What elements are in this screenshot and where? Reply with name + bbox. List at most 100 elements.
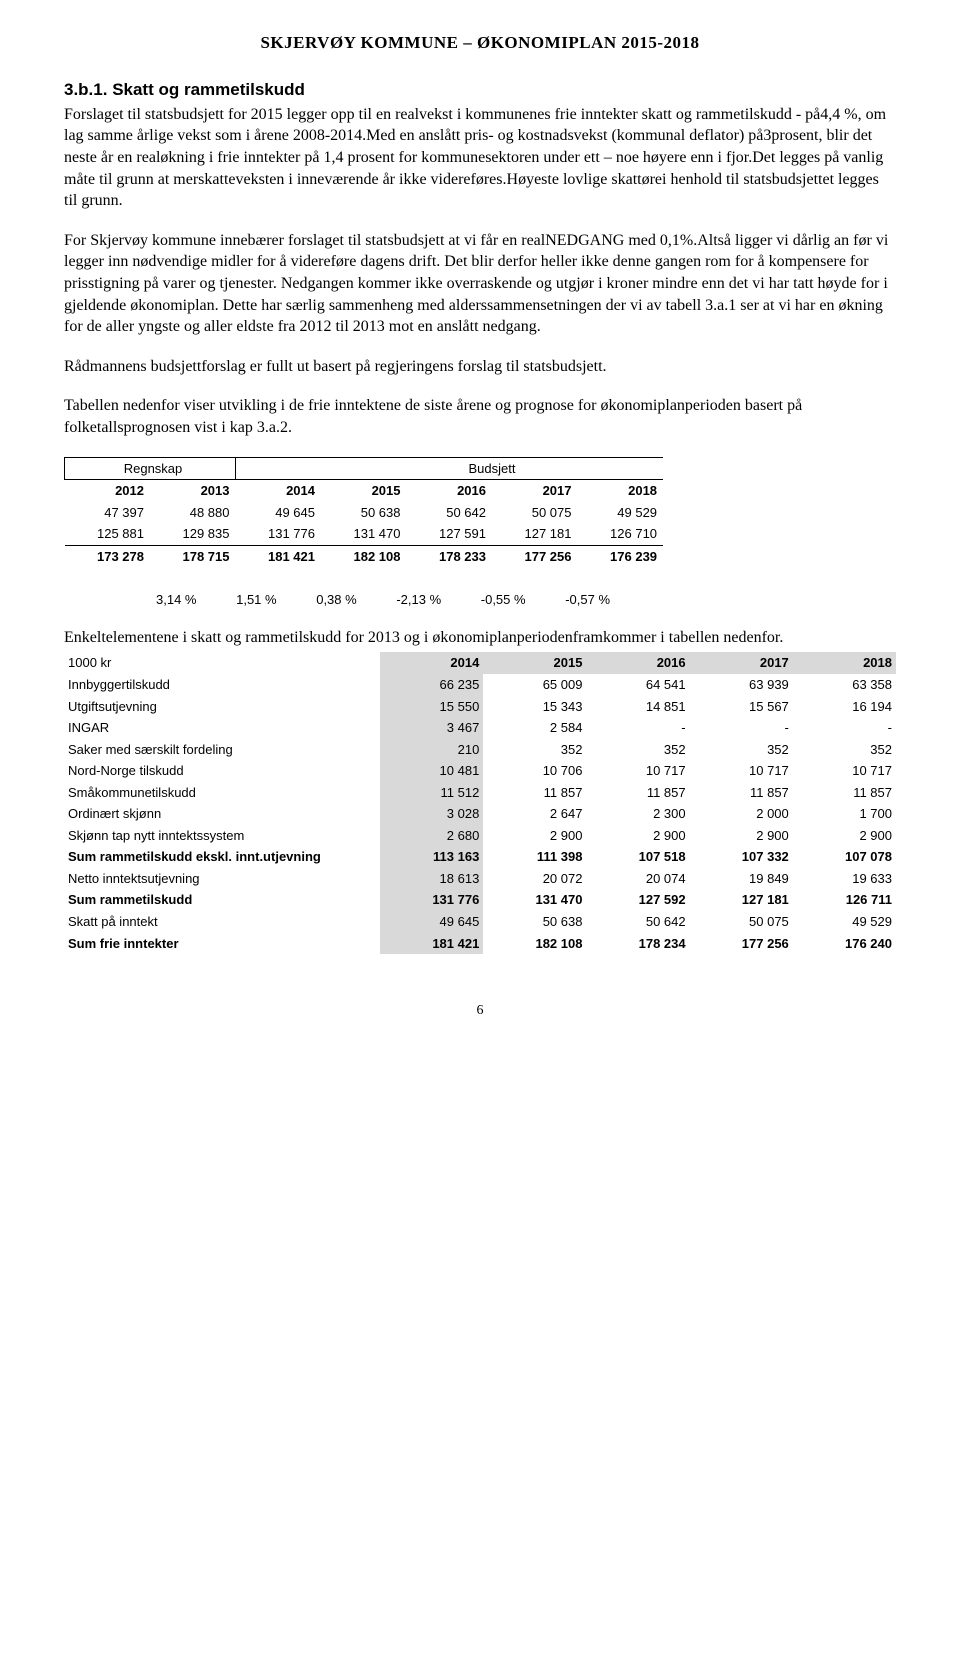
t2-row-label: Sum frie inntekter [64,933,380,955]
table1-pct-row: 3,14 % 1,51 % 0,38 % -2,13 % -0,55 % -0,… [64,573,896,627]
t2-cell: 18 613 [380,868,483,890]
t2-cell: 19 849 [690,868,793,890]
t2-cell: 127 592 [586,889,689,911]
t2-body: Innbyggertilskudd66 23565 00964 54163 93… [64,674,896,954]
t2-cell: 2 900 [586,825,689,847]
t2-cell: 2 000 [690,803,793,825]
t1-year-1: 2013 [150,480,236,502]
t2-row-label: Skjønn tap nytt inntektssystem [64,825,380,847]
t1-r2-c2: 131 776 [236,523,322,545]
t2-cell: 3 028 [380,803,483,825]
t1-r2-c0: 125 881 [65,523,151,545]
t2-row-label: Skatt på inntekt [64,911,380,933]
table-row: Innbyggertilskudd66 23565 00964 54163 93… [64,674,896,696]
t2-cell: 1 700 [793,803,896,825]
t1-year-6: 2018 [578,480,664,502]
t2-year-4: 2018 [793,652,896,674]
t2-cell: 11 857 [483,782,586,804]
table-row: Skjønn tap nytt inntektssystem2 6802 900… [64,825,896,847]
t2-cell: 10 706 [483,760,586,782]
t2-row-label: Saker med særskilt fordeling [64,739,380,761]
t1-r3-c0: 173 278 [65,545,151,567]
t2-cell: 19 633 [793,868,896,890]
rammetilskudd-table: 1000 kr 2014 2015 2016 2017 2018 Innbygg… [64,652,896,954]
t1-r3-c5: 177 256 [492,545,578,567]
t2-cell: 65 009 [483,674,586,696]
t2-cell: 10 481 [380,760,483,782]
t2-cell: 352 [793,739,896,761]
t1-r1-c6: 49 529 [578,502,664,524]
table-row: Utgiftsutjevning15 55015 34314 85115 567… [64,696,896,718]
section-number: 3.b.1. [64,80,112,99]
t1-r1-c2: 49 645 [236,502,322,524]
t2-cell: 2 300 [586,803,689,825]
t2-cell: 107 332 [690,846,793,868]
t2-cell: 178 234 [586,933,689,955]
paragraph-2: For Skjervøy kommune innebærer forslaget… [64,230,896,338]
pct-2: 0,38 % [316,591,356,609]
t1-r1-c0: 47 397 [65,502,151,524]
section-heading: 3.b.1. Skatt og rammetilskudd [64,79,896,102]
t2-cell: 49 529 [793,911,896,933]
t2-cell: 50 075 [690,911,793,933]
t2-cell: 10 717 [586,760,689,782]
t2-cell: 2 900 [690,825,793,847]
t2-row-label: Sum rammetilskudd [64,889,380,911]
t2-cell: 181 421 [380,933,483,955]
t2-row-label: Utgiftsutjevning [64,696,380,718]
t1-year-0: 2012 [65,480,151,502]
t1-year-4: 2016 [407,480,493,502]
table-row: Saker med særskilt fordeling210352352352… [64,739,896,761]
t2-cell: 107 518 [586,846,689,868]
t2-cell: 50 638 [483,911,586,933]
pct-3: -2,13 % [396,591,441,609]
paragraph-5: Enkeltelementene i skatt og rammetilskud… [64,627,896,649]
t2-cell: 10 717 [690,760,793,782]
t1-r1-c5: 50 075 [492,502,578,524]
t2-cell: 352 [483,739,586,761]
t2-cell: 177 256 [690,933,793,955]
t2-cell: 14 851 [586,696,689,718]
t1-r3-c4: 178 233 [407,545,493,567]
t2-header-left: 1000 kr [64,652,380,674]
t2-cell: 10 717 [793,760,896,782]
t2-cell: 131 470 [483,889,586,911]
t1-r3-c3: 182 108 [321,545,407,567]
t2-cell: 16 194 [793,696,896,718]
table-row: Netto inntektsutjevning18 61320 07220 07… [64,868,896,890]
t1-r2-c4: 127 591 [407,523,493,545]
table-row: Ordinært skjønn3 0282 6472 3002 0001 700 [64,803,896,825]
table1-years-row: 2012 2013 2014 2015 2016 2017 2018 [65,480,664,502]
t2-cell: 127 181 [690,889,793,911]
t2-cell: 20 072 [483,868,586,890]
t2-cell: 111 398 [483,846,586,868]
t2-cell: 2 647 [483,803,586,825]
t2-row-label: Innbyggertilskudd [64,674,380,696]
t1-r1-c3: 50 638 [321,502,407,524]
table-row: Nord-Norge tilskudd10 48110 70610 71710 … [64,760,896,782]
t1-r1-c4: 50 642 [407,502,493,524]
t1-r3-c1: 178 715 [150,545,236,567]
t2-year-2: 2016 [586,652,689,674]
t2-cell: 131 776 [380,889,483,911]
t2-cell: 2 584 [483,717,586,739]
t2-cell: 2 900 [483,825,586,847]
table1-row-2: 125 881 129 835 131 776 131 470 127 591 … [65,523,664,545]
t2-cell: 11 512 [380,782,483,804]
t1-r1-c1: 48 880 [150,502,236,524]
t2-cell: 107 078 [793,846,896,868]
t2-cell: 49 645 [380,911,483,933]
t2-cell: 352 [690,739,793,761]
t2-cell: 3 467 [380,717,483,739]
t2-cell: - [586,717,689,739]
t2-row-label: Ordinært skjønn [64,803,380,825]
table1-row-1: 47 397 48 880 49 645 50 638 50 642 50 07… [65,502,664,524]
t2-cell: 15 343 [483,696,586,718]
t1-r3-c2: 181 421 [236,545,322,567]
pct-5: -0,57 % [565,591,610,609]
table-row: INGAR3 4672 584--- [64,717,896,739]
table-row: Sum rammetilskudd ekskl. innt.utjevning1… [64,846,896,868]
t1-r3-c6: 176 239 [578,545,664,567]
t2-year-1: 2015 [483,652,586,674]
frie-inntekter-table: Regnskap Budsjett 2012 2013 2014 2015 20… [64,457,663,568]
